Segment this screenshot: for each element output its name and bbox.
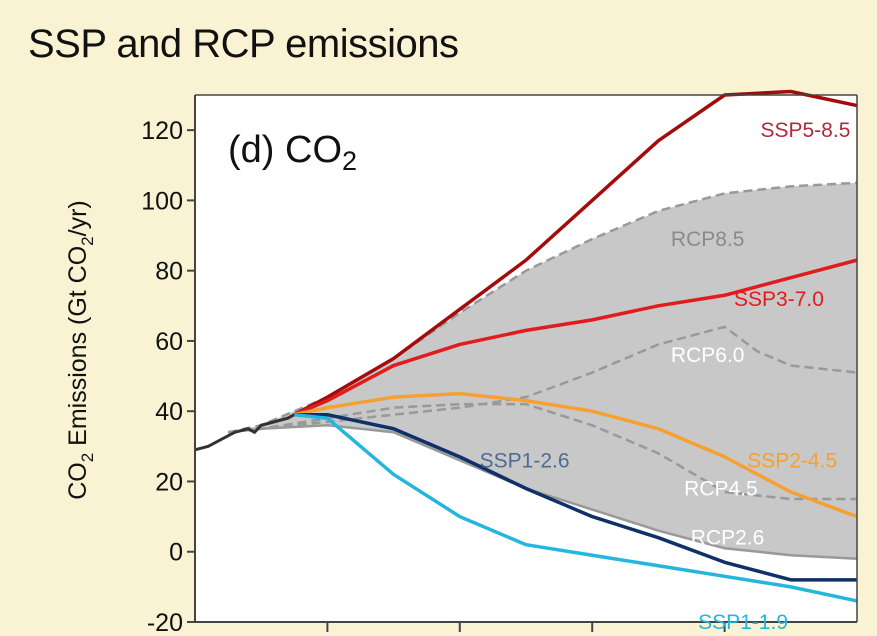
ssp5-8-5-label: SSP5-8.5 (760, 119, 850, 142)
y-tick-label: 60 (155, 328, 183, 356)
historical-line-layer (194, 413, 296, 452)
ssp2-4-5-line (293, 391, 858, 519)
axes-layer: -20 0 20 40 60 80 100 120 (141, 94, 858, 636)
ssp3-7-0-label: SSP3-7.0 (734, 288, 824, 311)
ssp1-2-6-line (294, 412, 857, 582)
ssp-lines-layer (293, 89, 858, 603)
y-tick-label: -20 (147, 609, 183, 636)
y-tick-label: 100 (141, 187, 183, 215)
ssp2-4-5-label: SSP2-4.5 (747, 449, 837, 472)
rcp8-5-label: RCP8.5 (671, 228, 745, 251)
ssp1-2-6-label: SSP1-2.6 (480, 449, 570, 472)
ssp3-7-0-line (293, 258, 858, 417)
y-tick-label: 120 (141, 117, 183, 145)
rcp6-0-label: RCP6.0 (671, 344, 745, 367)
rcp4-5-line (227, 402, 857, 501)
rcp6-0-line (227, 325, 858, 434)
ssp1-1-9-line (294, 412, 858, 603)
rcp4-5-label: RCP4.5 (684, 478, 758, 501)
ssp1-1-9-label: SSP1-1.9 (698, 611, 788, 634)
series-labels-layer: SSP5-8.5 SSP3-7.0 SSP2-4.5 SSP1-2.6 SSP1-1.9… (480, 119, 851, 634)
panel-label: (d) CO2 (228, 129, 357, 176)
historical-line (194, 413, 296, 452)
y-tick-label: 80 (155, 258, 183, 286)
y-axis-label: CO2 Emissions (Gt CO2/yr) (64, 200, 97, 500)
rcp2-6-label: RCP2.6 (691, 527, 765, 550)
rcp-range-band (228, 182, 858, 559)
rcp-range-band-layer (228, 182, 858, 559)
ssp5-8-5-line (293, 89, 858, 417)
y-tick-label: 20 (155, 468, 183, 496)
rcp8-5-line (227, 181, 858, 434)
chart-title: SSP and RCP emissions (28, 22, 459, 66)
y-tick-label: 0 (169, 539, 183, 567)
y-tick-label: 40 (155, 398, 183, 426)
